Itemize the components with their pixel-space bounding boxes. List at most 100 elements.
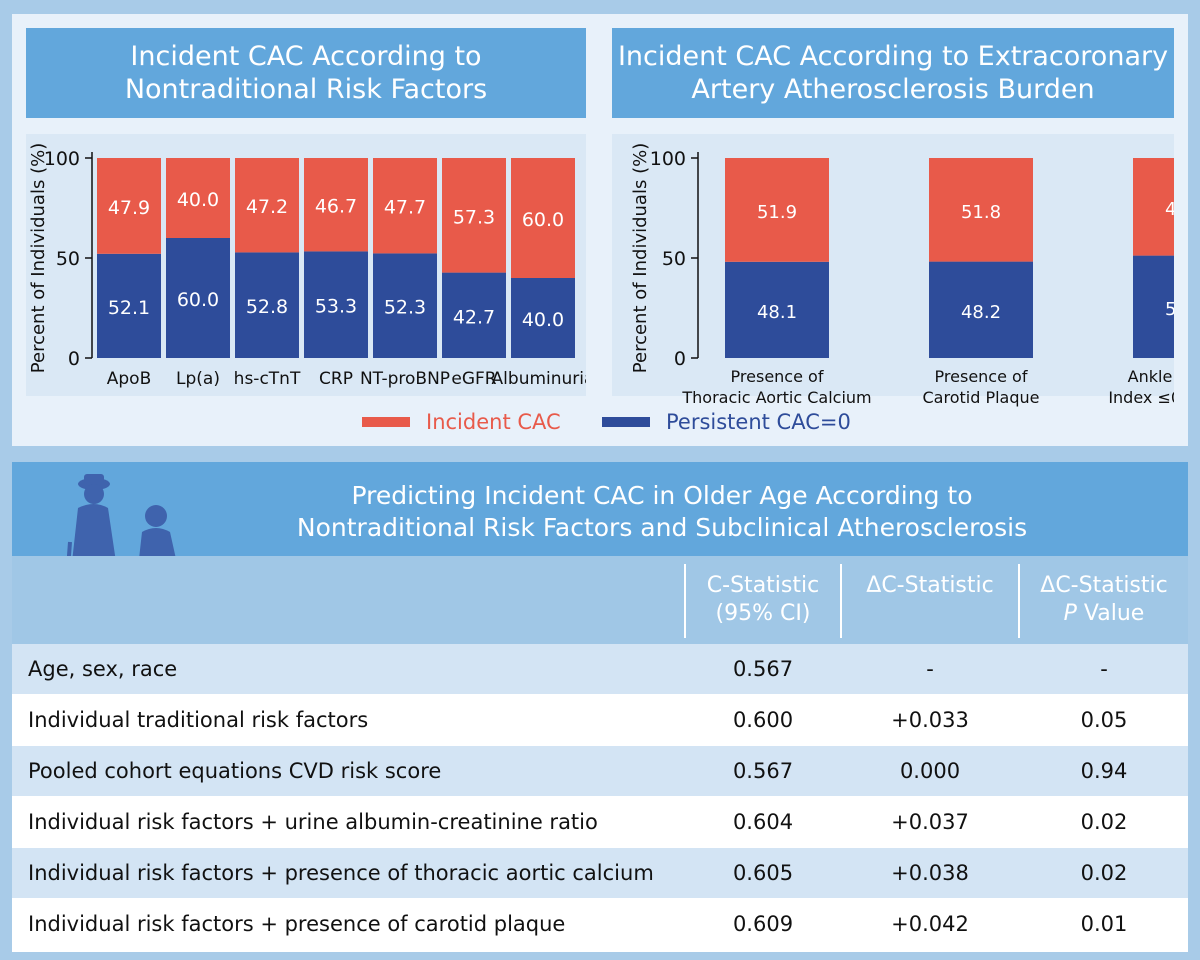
bar-persistent bbox=[725, 261, 829, 358]
bar-persistent bbox=[511, 278, 575, 358]
bar-incident bbox=[442, 158, 506, 273]
x-category-label: Thoracic Aortic Calcium bbox=[681, 388, 871, 407]
row-label: Pooled cohort equations CVD risk score bbox=[28, 759, 442, 783]
incident-value-label: 48.8 bbox=[1165, 199, 1174, 220]
y-tick-label: 50 bbox=[56, 248, 80, 270]
header-delta-c-statistic: ΔC-Statistic bbox=[842, 556, 1018, 644]
row-c-statistic: 0.567 bbox=[732, 657, 794, 681]
y-tick-label: 50 bbox=[662, 248, 686, 270]
incident-value-label: 47.7 bbox=[384, 197, 426, 219]
bar-persistent bbox=[373, 253, 437, 358]
table-row: Individual risk factors + presence of th… bbox=[12, 848, 1188, 898]
bar-persistent bbox=[304, 251, 368, 358]
persistent-value-label: 53.3 bbox=[315, 296, 357, 318]
row-label: Individual risk factors + presence of th… bbox=[28, 861, 654, 885]
right-title-line2: Artery Atherosclerosis Burden bbox=[691, 74, 1095, 105]
x-category-label: ApoB bbox=[107, 369, 151, 389]
row-c-statistic: 0.604 bbox=[732, 810, 794, 834]
x-category-label: Albuminuria bbox=[492, 369, 586, 389]
header-c-statistic: C-Statistic (95% CI) bbox=[686, 556, 840, 644]
table-row: Pooled cohort equations CVD risk score 0.… bbox=[12, 746, 1188, 796]
table-title-bar: Predicting Incident CAC in Older Age Acc… bbox=[12, 462, 1188, 625]
right-chart-title: Incident CAC According to Extracoronary … bbox=[612, 28, 1174, 118]
incident-value-label: 60.0 bbox=[522, 209, 564, 231]
header-c-statistic-line1: C-Statistic bbox=[706, 573, 820, 598]
header-delta-p-line2: P Value bbox=[1064, 600, 1145, 628]
row-p-value: - bbox=[1100, 657, 1108, 681]
bar-persistent bbox=[166, 238, 230, 358]
table-title: Predicting Incident CAC in Older Age Acc… bbox=[212, 480, 1112, 544]
persistent-value-label: 52.3 bbox=[384, 297, 426, 319]
x-category-label: Index ≤0.9 or >1.3 bbox=[1108, 388, 1174, 407]
table-row: Age, sex, race 0.567 - - bbox=[12, 644, 1188, 694]
bar-incident bbox=[235, 158, 299, 253]
table-title-line2: Nontraditional Risk Factors and Subclini… bbox=[296, 513, 1028, 542]
table-header-row: C-Statistic (95% CI) ΔC-Statistic ΔC-Sta… bbox=[12, 556, 1188, 644]
header-value-text: Value bbox=[1076, 601, 1145, 626]
table-row: Individual risk factors + presence of ca… bbox=[12, 899, 1188, 949]
left-chart-title: Incident CAC According to Nontraditional… bbox=[26, 28, 586, 118]
bar-incident bbox=[97, 158, 161, 254]
left-title-line2: Nontraditional Risk Factors bbox=[124, 74, 488, 105]
y-axis-label: Percent of Individuals (%) bbox=[28, 143, 49, 373]
header-c-statistic-line2: (95% CI) bbox=[715, 601, 811, 626]
row-label: Age, sex, race bbox=[28, 657, 178, 681]
row-p-value: 0.01 bbox=[1080, 912, 1128, 936]
bar-incident bbox=[304, 158, 368, 252]
legend-persistent-label: Persistent CAC=0 bbox=[666, 410, 851, 434]
header-delta-p-value: ΔC-Statistic P Value bbox=[1020, 556, 1188, 644]
prediction-table: Predicting Incident CAC in Older Age Acc… bbox=[12, 462, 1188, 952]
bar-incident bbox=[373, 158, 437, 254]
x-category-label: CRP bbox=[319, 369, 353, 389]
bar-incident bbox=[166, 158, 230, 238]
x-category-label: Carotid Plaque bbox=[923, 388, 1040, 407]
legend-incident-swatch bbox=[362, 417, 410, 427]
row-label: Individual traditional risk factors bbox=[28, 708, 369, 732]
legend-persistent-swatch bbox=[602, 417, 650, 427]
right-title-line1: Incident CAC According to Extracoronary bbox=[617, 41, 1169, 72]
x-category-label: Lp(a) bbox=[176, 369, 220, 389]
row-delta-c-statistic: 0.000 bbox=[899, 759, 961, 783]
table-row: Individual traditional risk factors 0.600… bbox=[12, 695, 1188, 745]
row-delta-c-statistic: - bbox=[926, 657, 934, 681]
x-category-label: Presence of bbox=[935, 367, 1028, 386]
legend-incident-label: Incident CAC bbox=[426, 410, 561, 434]
row-p-value: 0.05 bbox=[1080, 708, 1128, 732]
row-p-value: 0.94 bbox=[1080, 759, 1128, 783]
bar-persistent bbox=[442, 272, 506, 358]
incident-value-label: 57.3 bbox=[453, 206, 495, 228]
incident-value-label: 47.9 bbox=[108, 197, 150, 219]
incident-value-label: 46.7 bbox=[315, 196, 357, 218]
persistent-value-label: 40.0 bbox=[522, 309, 564, 331]
row-c-statistic: 0.600 bbox=[732, 708, 794, 732]
row-p-value: 0.02 bbox=[1080, 810, 1128, 834]
row-p-value: 0.02 bbox=[1080, 861, 1128, 885]
bar-incident bbox=[725, 158, 829, 262]
incident-value-label: 51.9 bbox=[757, 202, 797, 223]
persistent-value-label: 48.1 bbox=[757, 302, 797, 323]
y-axis-label: Percent of Individuals (%) bbox=[630, 143, 651, 373]
table-row: Individual risk factors + urine albumin-… bbox=[12, 797, 1188, 847]
header-p-italic: P bbox=[1063, 601, 1077, 626]
row-delta-c-statistic: +0.037 bbox=[891, 810, 969, 834]
persistent-value-label: 42.7 bbox=[453, 306, 495, 328]
bar-incident bbox=[1133, 158, 1174, 256]
y-tick-label: 0 bbox=[68, 348, 80, 370]
x-category-label: NT-proBNP bbox=[360, 369, 450, 389]
persistent-value-label: 48.2 bbox=[961, 302, 1001, 323]
persistent-value-label: 52.1 bbox=[108, 297, 150, 319]
x-category-label: eGFR bbox=[451, 369, 496, 389]
left-stacked-bar-chart: Percent of Individuals (%) 0 50 100 52.1 47.9… bbox=[28, 143, 586, 389]
row-c-statistic: 0.609 bbox=[732, 912, 794, 936]
row-delta-c-statistic: +0.033 bbox=[891, 708, 969, 732]
row-c-statistic: 0.567 bbox=[732, 759, 794, 783]
right-stacked-bar-chart: Percent of Individuals (%) 0 50 100 48.1 51.9… bbox=[630, 143, 1174, 407]
row-c-statistic: 0.605 bbox=[732, 861, 794, 885]
persistent-value-label: 60.0 bbox=[177, 289, 219, 311]
y-tick-label: 100 bbox=[44, 148, 80, 170]
column-divider bbox=[840, 564, 842, 638]
y-tick-label: 0 bbox=[674, 348, 686, 370]
incident-value-label: 51.8 bbox=[961, 202, 1001, 223]
persistent-value-label: 52.8 bbox=[246, 296, 288, 318]
incident-value-label: 47.2 bbox=[246, 196, 288, 218]
